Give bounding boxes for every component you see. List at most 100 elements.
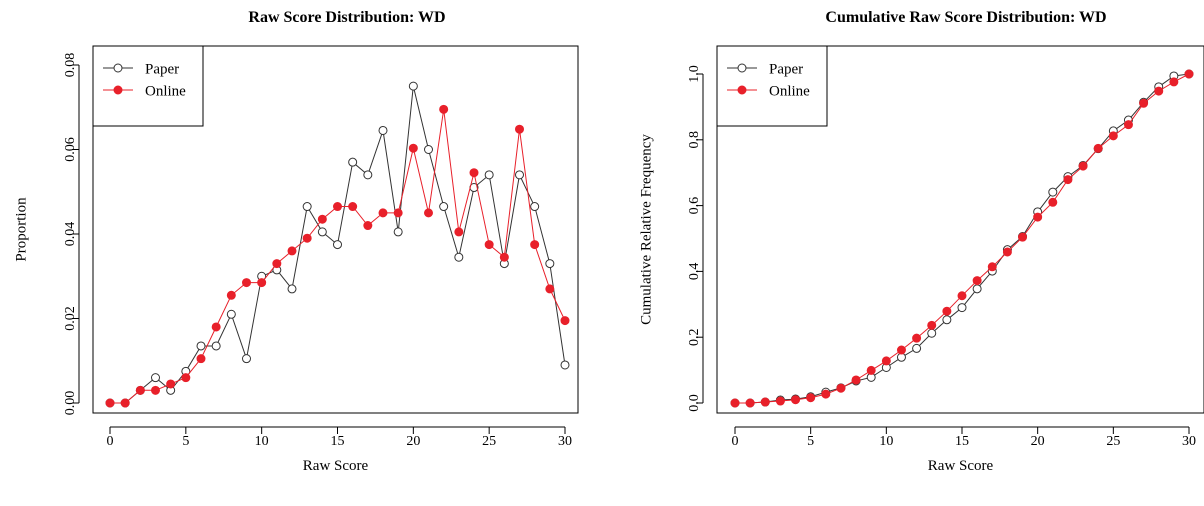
chart-1-series-online-point [272,259,282,269]
chart-2-legend-label-paper: Paper [769,61,803,77]
chart-1-series-paper-point [211,341,221,351]
chart-1-series-paper-point [151,373,160,383]
chart-1-series-paper-point [333,240,342,250]
chart-2-series-online-point [957,291,967,301]
chart-2-series-online-point [942,306,952,316]
chart-1-x-tick-label: 15 [331,434,345,449]
chart-2-series-paper-point [912,343,922,353]
chart-1-series-paper-point [560,360,570,370]
chart-2-series-online-point [1123,120,1133,130]
chart-2-series-online-point [972,276,982,286]
chart-2-series-online-point [1063,175,1073,185]
chart-2-series-paper-point [927,328,937,338]
chart-2-legend-marker [737,85,747,95]
chart-1-series-online-line [110,109,566,404]
chart-1-series-paper-point [302,202,312,212]
chart-1-series-online-point [424,208,433,218]
chart-2-x-tick-label: 0 [732,434,739,449]
chart-2-series-online-point [760,397,770,407]
chart-1-series-online-point [317,214,327,224]
chart-1-series-online-point [363,221,373,231]
chart-2-series-paper-point [1048,187,1058,197]
chart-2-y-tick-label: 0.6 [687,197,702,215]
chart-1-series-paper-point [196,341,206,351]
chart-1-series-paper-point [408,81,418,91]
chart-2-series-paper-point [957,303,967,313]
chart-2-series-online-point [1002,247,1012,257]
chart-1-legend-box [92,45,204,127]
chart-2-series-online-point [1139,98,1149,108]
chart-1-series-online-point [196,354,206,364]
chart-2-x-tick-label: 25 [1106,434,1120,449]
chart-1-series-online-point [302,233,312,243]
chart-1-x-tick-label: 0 [107,434,114,449]
chart-1-series-online-point [135,385,145,395]
chart-1-y-tick-label: 0.08 [63,53,78,78]
chart-2-y-tick-label: 0.8 [687,131,702,149]
chart-1-series-paper-point [515,170,524,180]
chart-2-x-tick-label: 15 [955,434,969,449]
chart-2-series-online-point [1169,77,1179,87]
chart-1-series-online-point [454,227,464,237]
chart-1-y-axis-title: Proportion [13,197,29,262]
chart-1-series-online-point [181,373,191,383]
chart-2-series-online-point [987,262,997,272]
chart-2-series-online-point [1184,69,1194,79]
chart-1-series-online-point [287,246,297,256]
chart-2-y-tick-label: 0.4 [687,263,702,281]
chart-1-x-tick-label: 5 [182,434,189,449]
chart-2-series-online-point [1048,197,1058,207]
chart-1-series-online-point [469,168,479,178]
chart-1-legend-marker [113,85,123,95]
chart-2-y-axis-title: Cumulative Relative Frequency [638,134,654,325]
chart-2-x-tick-label: 5 [807,434,814,449]
chart-2-series-online-point [851,375,861,385]
chart-1-series-online-point [393,208,403,218]
chart-1-series-online-point [211,322,221,332]
chart-1-series-paper-point [363,170,373,180]
chart-2: Cumulative Raw Score Distribution: WD 0 5 1… [638,9,1204,474]
chart-1-y-tick-label: 0.00 [63,391,78,416]
chart-2-series-online-point [881,356,891,366]
chart-2-x-tick-label: 20 [1031,434,1045,449]
chart-2-series-online-point [1154,86,1164,96]
chart-1-plot-frame [92,45,579,414]
chart-2-series-online-point [1078,161,1088,171]
chart-1-series-online-point [530,240,540,250]
chart-1-series-online-point [166,379,176,389]
chart-2-series-online-point [1093,143,1103,153]
chart-2-series-online-point [730,398,740,408]
chart-1-series-paper-point [348,157,358,167]
chart-2-y-tick-label: 0.2 [687,328,702,346]
chart-1-series-paper-point [287,284,297,294]
chart-2-series-online-point [1033,212,1043,222]
chart-1-legend-marker [113,63,123,73]
chart-1-legend-label-online: Online [145,83,186,99]
chart-1-series-online-point [105,398,115,408]
chart-1-series-online-point [257,278,267,288]
chart-2-title: Cumulative Raw Score Distribution: WD [825,9,1106,26]
chart-1-series-paper-point [226,309,236,319]
chart-2-series-online-point [896,345,906,355]
chart-2-series-paper-point [972,284,982,294]
chart-2-series-online-point [745,398,755,408]
chart-2-series-online-point [866,365,876,375]
chart-1-legend-label-paper: Paper [145,61,179,77]
chart-1-series-online-point [348,202,358,212]
chart-2-legend-label-online: Online [769,83,810,99]
chart-2-series-online-point [775,396,785,406]
chart-2-series-online-point [821,389,831,399]
chart-1-series-paper-point [317,227,327,237]
chart-1-series-online-point [439,104,449,114]
chart-1-series-online-point [499,252,509,262]
chart-1-series-paper-point [545,259,555,269]
chart-2-series-paper-point [942,315,952,325]
chart-1-series-paper-point [242,354,251,364]
chart-1-y-tick-label: 0.04 [63,222,78,247]
chart-1-x-axis-title: Raw Score [303,458,369,474]
chart-1-series-online-point [545,284,555,294]
chart-2-legend-marker [737,63,747,73]
chart-1-x-tick-label: 25 [482,434,496,449]
chart-1: Raw Score Distribution: WD 0 5 10 15 20 25 30 0.… [13,9,579,474]
chart-1-series-online-point [378,208,388,218]
